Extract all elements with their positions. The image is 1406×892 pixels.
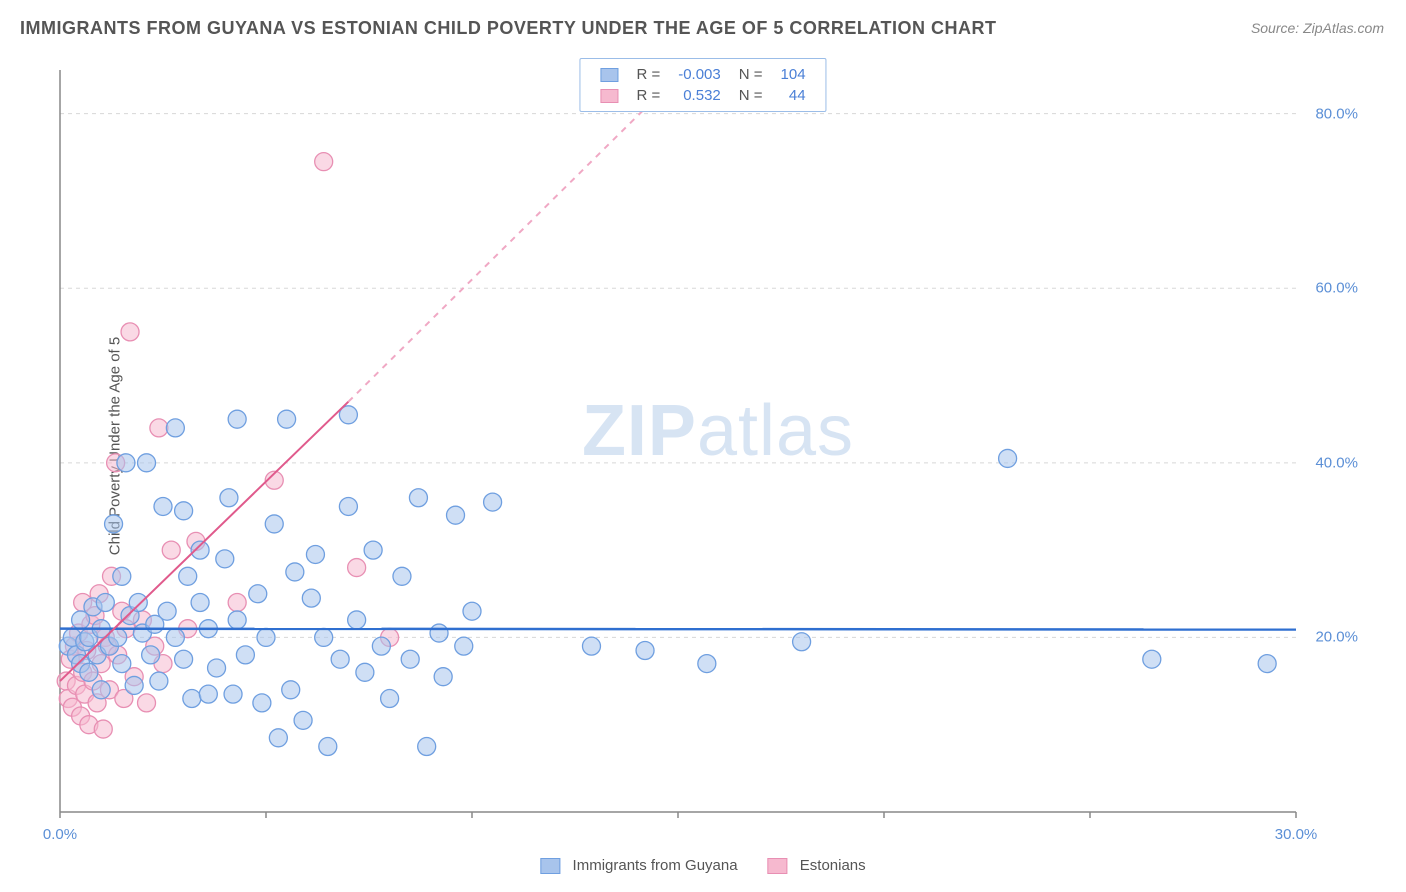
- legend-swatch-icon: [540, 858, 560, 874]
- source-label: Source: ZipAtlas.com: [1251, 20, 1384, 36]
- correlation-legend: R = -0.003 N = 104 R = 0.532 N = 44: [579, 58, 826, 112]
- scatter-plot: [50, 60, 1386, 832]
- legend-row: R = 0.532 N = 44: [592, 86, 813, 105]
- legend-n-value: 104: [773, 65, 814, 84]
- y-tick-label: 80.0%: [1315, 105, 1358, 122]
- legend-n-label: N =: [731, 86, 771, 105]
- legend-item: Estonians: [768, 857, 866, 874]
- legend-r-value: -0.003: [670, 65, 729, 84]
- legend-row: R = -0.003 N = 104: [592, 65, 813, 84]
- x-tick-label: 0.0%: [43, 826, 77, 843]
- legend-item-label: Immigrants from Guyana: [573, 857, 738, 874]
- legend-swatch-icon: [600, 89, 618, 103]
- legend-n-value: 44: [773, 86, 814, 105]
- legend-item: Immigrants from Guyana: [540, 857, 737, 874]
- legend-swatch-icon: [768, 858, 788, 874]
- chart-title: IMMIGRANTS FROM GUYANA VS ESTONIAN CHILD…: [20, 18, 997, 39]
- y-tick-label: 60.0%: [1315, 280, 1358, 297]
- legend-r-value: 0.532: [670, 86, 729, 105]
- legend-r-label: R =: [628, 86, 668, 105]
- legend-swatch-icon: [600, 68, 618, 82]
- legend-item-label: Estonians: [800, 857, 866, 874]
- y-tick-label: 20.0%: [1315, 629, 1358, 646]
- series-legend: Immigrants from Guyana Estonians: [540, 857, 865, 874]
- chart-plot-area: ZIPatlas 0.0%30.0%20.0%40.0%60.0%80.0%: [50, 60, 1386, 832]
- x-tick-label: 30.0%: [1275, 826, 1318, 843]
- legend-r-label: R =: [628, 65, 668, 84]
- y-tick-label: 40.0%: [1315, 454, 1358, 471]
- legend-n-label: N =: [731, 65, 771, 84]
